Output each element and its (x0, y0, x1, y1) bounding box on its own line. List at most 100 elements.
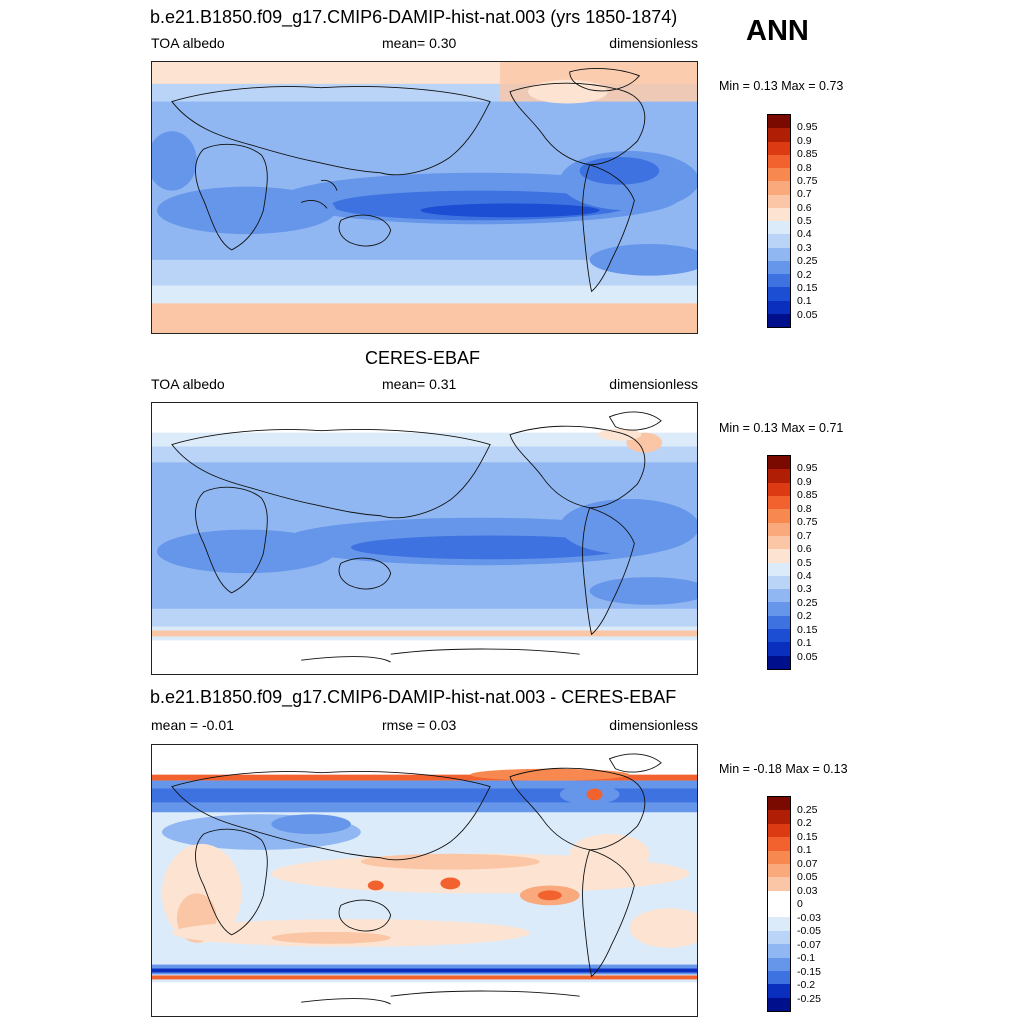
colorbar-swatch (768, 469, 790, 483)
colorbar-tick-label: 0.4 (797, 228, 812, 241)
diff-panel-title: b.e21.B1850.f09_g17.CMIP6-DAMIP-hist-nat… (150, 687, 677, 707)
colorbar-swatch (768, 168, 790, 182)
colorbar-swatch (768, 260, 790, 274)
obs-variable-label: TOA albedo (151, 376, 225, 392)
colorbar-tick-label: 0.25 (797, 596, 818, 609)
obs-colorbar (767, 455, 791, 670)
colorbar-swatch (768, 850, 790, 864)
colorbar-swatch (768, 300, 790, 314)
colorbar-swatch (768, 863, 790, 878)
colorbar-swatch (768, 221, 790, 235)
colorbar-swatch (768, 194, 790, 208)
colorbar-tick-label: 0.9 (797, 475, 812, 488)
season-label: ANN (746, 15, 809, 47)
colorbar-tick-label: 0.15 (797, 281, 818, 294)
obs-minmax-label: Min = 0.13 Max = 0.71 (719, 421, 844, 435)
colorbar-swatch (768, 207, 790, 221)
diff-mean-label: mean = -0.01 (151, 717, 234, 733)
colorbar-tick-label: 0.85 (797, 489, 818, 502)
colorbar-tick-label: 0.15 (797, 623, 818, 636)
colorbar-tick-label: 0.1 (797, 295, 812, 307)
colorbar-tick-label: -0.15 (797, 965, 821, 978)
colorbar-tick-label: -0.25 (797, 992, 821, 1005)
colorbar-tick-label: 0.75 (797, 174, 818, 187)
model-panel-title: b.e21.B1850.f09_g17.CMIP6-DAMIP-hist-nat… (150, 7, 678, 27)
colorbar-tick-label: 0.25 (797, 254, 818, 267)
colorbar-swatch (768, 629, 790, 643)
colorbar-swatch (768, 997, 790, 1011)
colorbar-tick-label: 0.1 (797, 636, 812, 649)
colorbar-swatch (768, 549, 790, 563)
obs-units-label: dimensionless (609, 376, 698, 392)
colorbar-tick-label: 0.05 (797, 650, 818, 663)
colorbar-swatch (768, 984, 790, 998)
colorbar-swatch (768, 115, 790, 129)
obs-colorbar-ticks: 0.95 0.9 0.85 0.8 0.75 0.7 0.6 0.5 0.4 0.3 0.25 0.2… (797, 455, 837, 670)
diff-minmax-label: Min = -0.18 Max = 0.13 (719, 762, 848, 776)
model-colorbar (767, 114, 791, 328)
colorbar-swatch (768, 181, 790, 195)
colorbar-swatch (768, 797, 790, 811)
colorbar-swatch (768, 287, 790, 301)
colorbar-swatch (768, 482, 790, 496)
colorbar-tick-label: 0 (797, 897, 803, 910)
colorbar-swatch (768, 602, 790, 616)
colorbar-tick-label: 0.05 (797, 308, 818, 321)
colorbar-tick-label: 0.15 (797, 830, 818, 843)
colorbar-swatch (768, 810, 790, 824)
colorbar-swatch (768, 535, 790, 550)
diff-rmse-label: rmse = 0.03 (382, 717, 457, 733)
colorbar-swatch (768, 274, 790, 288)
colorbar-tick-label: 0.6 (797, 201, 812, 214)
colorbar-swatch (768, 970, 790, 985)
colorbar-swatch (768, 509, 790, 523)
obs-mean-label: mean= 0.31 (382, 376, 457, 392)
colorbar-swatch (768, 154, 790, 168)
colorbar-tick-label: 0.4 (797, 569, 812, 582)
colorbar-swatch (768, 642, 790, 656)
diff-colorbar-ticks: 0.25 0.2 0.15 0.1 0.07 0.05 0.03 0 -0.03 -0.05 -0.… (797, 796, 837, 1012)
colorbar-tick-label: 0.5 (797, 214, 812, 227)
colorbar-tick-label: 0.6 (797, 542, 812, 555)
colorbar-swatch (768, 837, 790, 851)
colorbar-tick-label: 0.85 (797, 147, 818, 160)
colorbar-tick-label: 0.95 (797, 462, 818, 475)
colorbar-tick-label: 0.95 (797, 121, 818, 134)
colorbar-tick-label: 0.2 (797, 610, 812, 622)
colorbar-swatch (768, 575, 790, 590)
model-variable-label: TOA albedo (151, 35, 225, 51)
colorbar-tick-label: 0.1 (797, 843, 812, 856)
colorbar-tick-label: 0.05 (797, 870, 818, 883)
colorbar-tick-label: 0.03 (797, 884, 818, 897)
colorbar-tick-label: 0.7 (797, 188, 812, 200)
colorbar-tick-label: 0.75 (797, 515, 818, 528)
diff-albedo-map (151, 744, 698, 1017)
colorbar-swatch (768, 904, 790, 918)
colorbar-swatch (768, 957, 790, 971)
colorbar-tick-label: 0.2 (797, 816, 812, 829)
obs-albedo-map (151, 402, 698, 675)
colorbar-swatch (768, 823, 790, 838)
colorbar-tick-label: 0.8 (797, 502, 812, 515)
colorbar-swatch (768, 247, 790, 261)
model-colorbar-ticks: 0.95 0.9 0.85 0.8 0.75 0.7 0.6 0.5 0.4 0.3 0.25 0.2… (797, 114, 837, 328)
colorbar-swatch (768, 522, 790, 536)
colorbar-swatch (768, 456, 790, 470)
colorbar-swatch (768, 917, 790, 931)
colorbar-tick-label: -0.03 (797, 911, 821, 924)
colorbar-tick-label: -0.2 (797, 978, 816, 991)
colorbar-swatch (768, 655, 790, 669)
colorbar-tick-label: 0.3 (797, 241, 812, 254)
diff-units-label: dimensionless (609, 717, 698, 733)
colorbar-tick-label: 0.7 (797, 529, 812, 542)
colorbar-tick-label: 0.8 (797, 161, 812, 174)
colorbar-tick-label: -0.05 (797, 924, 821, 937)
colorbar-swatch (768, 141, 790, 155)
colorbar-swatch (768, 589, 790, 603)
colorbar-tick-label: -0.07 (797, 938, 821, 951)
colorbar-tick-label: 0.25 (797, 803, 818, 816)
colorbar-swatch (768, 495, 790, 510)
model-mean-label: mean= 0.30 (382, 35, 457, 51)
colorbar-swatch (768, 930, 790, 945)
colorbar-swatch (768, 313, 790, 327)
